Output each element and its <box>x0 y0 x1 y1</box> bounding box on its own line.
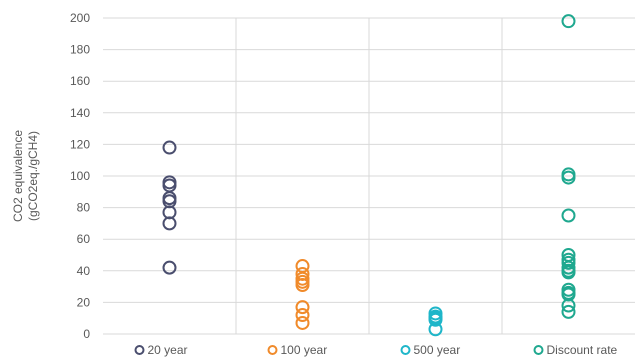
data-point <box>561 265 576 280</box>
y-tick-label: 0 <box>83 327 90 341</box>
y-tick-label: 160 <box>70 74 90 88</box>
y-tick-label: 180 <box>70 43 90 57</box>
data-point <box>295 315 310 330</box>
legend-item: Discount rate <box>533 343 618 357</box>
data-point <box>428 312 443 327</box>
y-tick-label: 100 <box>70 169 90 183</box>
y-axis-label-line: CO2 equivalence <box>11 130 25 222</box>
y-tick-label: 60 <box>77 232 91 246</box>
data-point <box>561 14 576 29</box>
data-point <box>295 300 310 315</box>
y-tick-label: 140 <box>70 106 90 120</box>
data-point <box>561 170 576 185</box>
legend-item: 500 year <box>400 343 461 357</box>
data-point <box>295 308 310 323</box>
legend-item: 20 year <box>134 343 188 357</box>
legend: 20 year 100 year 500 year Discount rate <box>134 343 618 357</box>
data-point <box>162 260 177 275</box>
legend-marker <box>400 345 411 355</box>
y-tick-label: 40 <box>77 264 91 278</box>
legend-label: Discount rate <box>547 343 618 357</box>
y-tick-label: 80 <box>77 201 91 215</box>
legend-marker <box>267 345 278 355</box>
legend-label: 20 year <box>148 343 188 357</box>
y-tick-label: 200 <box>70 11 90 25</box>
legend-marker <box>533 345 544 355</box>
legend-item: 100 year <box>267 343 328 357</box>
category-separators <box>235 18 503 334</box>
data-point <box>561 298 576 313</box>
data-point <box>162 216 177 231</box>
data-points <box>162 14 576 337</box>
data-point <box>162 140 177 155</box>
data-point <box>561 255 576 270</box>
y-axis-label: CO2 equivalence (gCO2eq./gCH4) <box>11 130 40 222</box>
y-tick-label: 120 <box>70 137 90 151</box>
y-axis-tick-labels: 0 20 40 60 80 100 120 140 160 180 200 <box>70 11 90 341</box>
data-point <box>561 304 576 319</box>
legend-marker <box>134 345 145 355</box>
data-point <box>295 278 310 293</box>
legend-label: 500 year <box>414 343 461 357</box>
data-point <box>428 322 443 337</box>
y-tick-label: 20 <box>77 295 91 309</box>
legend-label: 100 year <box>281 343 328 357</box>
y-axis-label-line: (gCO2eq./gCH4) <box>26 131 40 221</box>
data-point <box>561 208 576 223</box>
